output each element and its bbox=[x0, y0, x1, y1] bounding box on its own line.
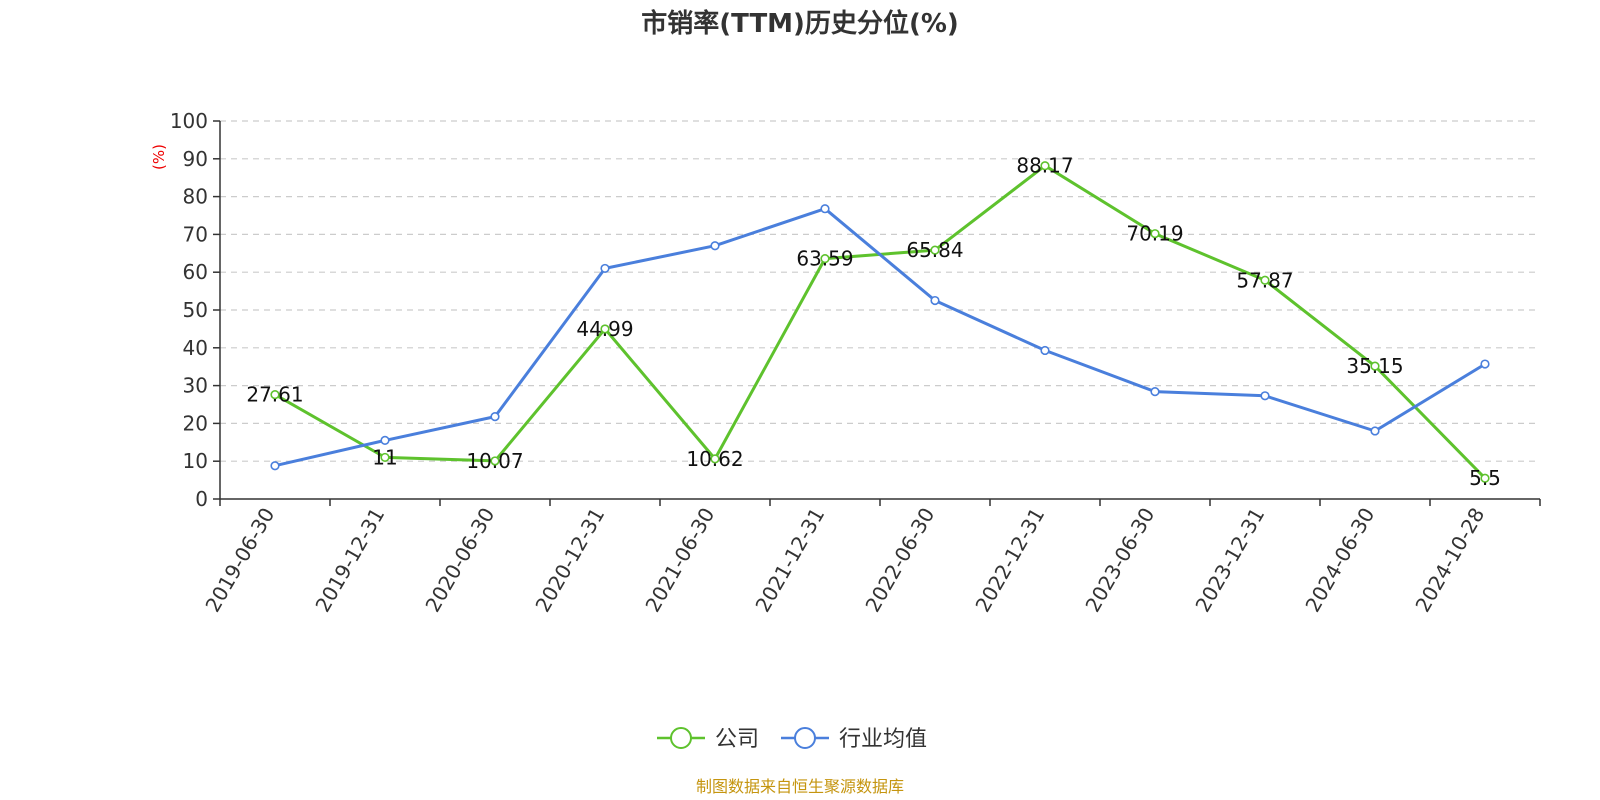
y-tick-label: 20 bbox=[183, 411, 208, 435]
series-point bbox=[1150, 229, 1160, 239]
series-point bbox=[1480, 473, 1490, 483]
y-tick-label: 80 bbox=[183, 185, 208, 209]
legend-label: 公司 bbox=[715, 727, 759, 752]
series-point bbox=[1260, 275, 1270, 285]
legend-marker bbox=[794, 727, 816, 749]
x-tick-label: 2020-06-30 bbox=[420, 504, 499, 617]
x-tick-label: 2019-06-30 bbox=[200, 504, 279, 617]
y-tick-label: 40 bbox=[183, 336, 208, 360]
series-line bbox=[274, 207, 1486, 468]
x-axis-ticks: 2019-06-30 2019-12-31 2020-06-30 2020-12-31… bbox=[200, 499, 1541, 617]
data-labels: 27.61 11 10.07 44.99 10.62 63.59 65.84 88.17 70.… bbox=[246, 154, 1501, 490]
data-label: 27.61 bbox=[246, 383, 303, 407]
x-tick-label: 2019-12-31 bbox=[310, 504, 389, 617]
data-label: 63.59 bbox=[796, 247, 853, 271]
data-label: 57.87 bbox=[1236, 268, 1293, 292]
y-tick-label: 100 bbox=[170, 109, 208, 133]
x-tick-label: 2023-12-31 bbox=[1190, 504, 1269, 617]
series-line bbox=[274, 164, 1487, 480]
data-label: 88.17 bbox=[1016, 154, 1073, 178]
series-point bbox=[490, 411, 500, 422]
series-layer bbox=[270, 161, 1490, 483]
series-point bbox=[1260, 391, 1270, 401]
data-label: 70.19 bbox=[1126, 222, 1183, 246]
x-tick-label: 2021-06-30 bbox=[640, 504, 719, 617]
grid-lines bbox=[220, 120, 1540, 462]
x-tick-label: 2020-12-31 bbox=[530, 504, 609, 617]
series-point bbox=[1040, 161, 1050, 171]
series-point bbox=[380, 452, 390, 463]
series-point bbox=[1480, 359, 1490, 369]
x-tick-label: 2024-10-28 bbox=[1410, 504, 1489, 617]
series-point bbox=[820, 204, 830, 214]
x-tick-label: 2023-06-30 bbox=[1080, 504, 1159, 617]
data-label: 65.84 bbox=[906, 238, 963, 262]
y-tick-label: 90 bbox=[183, 147, 208, 171]
series-point bbox=[490, 456, 500, 466]
y-tick-label: 30 bbox=[183, 374, 208, 398]
series-point bbox=[710, 454, 720, 464]
series-point bbox=[380, 435, 390, 446]
data-label: 35.15 bbox=[1346, 354, 1403, 378]
legend-label: 行业均值 bbox=[839, 727, 927, 752]
y-axis-ticks: 0 10 20 30 40 50 60 70 80 90 100 bbox=[170, 109, 220, 511]
series-point bbox=[930, 245, 940, 255]
series-point bbox=[270, 461, 280, 471]
series-point bbox=[1370, 361, 1380, 371]
series-point bbox=[930, 295, 940, 306]
series-point bbox=[1040, 345, 1050, 356]
series-point bbox=[1150, 387, 1160, 397]
data-label: 5.5 bbox=[1469, 466, 1501, 490]
y-tick-label: 50 bbox=[183, 298, 208, 322]
x-tick-label: 2021-12-31 bbox=[750, 504, 829, 617]
series-point bbox=[820, 254, 830, 264]
chart-title: 市销率(TTM)历史分位(%) bbox=[641, 8, 959, 39]
series-point bbox=[710, 241, 720, 251]
y-tick-label: 60 bbox=[183, 260, 208, 284]
data-label: 10.62 bbox=[686, 447, 743, 471]
x-tick-label: 2022-12-31 bbox=[970, 504, 1049, 617]
series-point bbox=[1370, 426, 1380, 436]
data-label: 44.99 bbox=[576, 317, 633, 341]
y-tick-label: 70 bbox=[183, 222, 208, 246]
x-tick-label: 2022-06-30 bbox=[860, 504, 939, 617]
y-tick-label: 10 bbox=[183, 449, 208, 473]
y-tick-label: 0 bbox=[195, 487, 208, 511]
source-note: 制图数据来自恒生聚源数据库 bbox=[696, 777, 904, 796]
data-label: 11 bbox=[372, 445, 397, 469]
series-point bbox=[600, 263, 610, 274]
series-point bbox=[270, 390, 280, 400]
legend-marker bbox=[670, 727, 692, 749]
series-point bbox=[600, 324, 610, 334]
legend: 公司 行业均值 bbox=[657, 727, 927, 752]
x-tick-label: 2024-06-30 bbox=[1300, 504, 1379, 617]
data-label: 10.07 bbox=[466, 449, 523, 473]
y-axis-label: (%) bbox=[150, 144, 168, 170]
